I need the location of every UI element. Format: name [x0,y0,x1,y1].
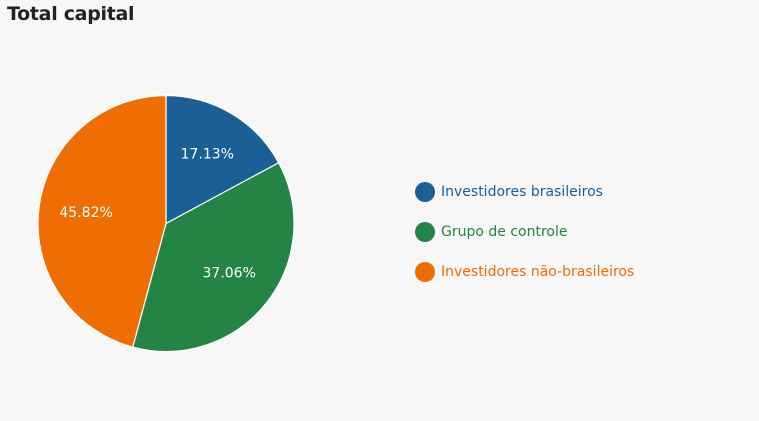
pie-slice-grupo-de-controle[interactable] [132,162,295,353]
chart-title: Total capital [7,3,135,25]
pie-label-investidores-nao-brasileiros: 45.82% [59,205,112,221]
legend-swatch-grupo-de-controle [415,222,435,242]
legend-label-investidores-nao-brasileiros: Investidores não-brasileiros [441,264,635,280]
legend-label-investidores-brasileiros: Investidores brasileiros [441,184,603,200]
legend-swatch-investidores-brasileiros [415,182,435,202]
pie-slice-investidores-brasileiros[interactable] [165,94,280,225]
legend-item-investidores-brasileiros[interactable]: Investidores brasileiros [415,172,634,212]
legend-item-investidores-nao-brasileiros[interactable]: Investidores não-brasileiros [415,252,634,292]
legend-label-grupo-de-controle: Grupo de controle [441,224,568,240]
pie-label-grupo-de-controle: 37.06% [203,266,256,282]
pie-slice-investidores-nao-brasileiros[interactable] [37,94,167,348]
legend-swatch-investidores-nao-brasileiros [415,262,435,282]
legend-item-grupo-de-controle[interactable]: Grupo de controle [415,212,634,252]
legend: Investidores brasileiros Grupo de contro… [415,172,634,292]
pie-label-investidores-brasileiros: 17.13% [181,146,234,162]
